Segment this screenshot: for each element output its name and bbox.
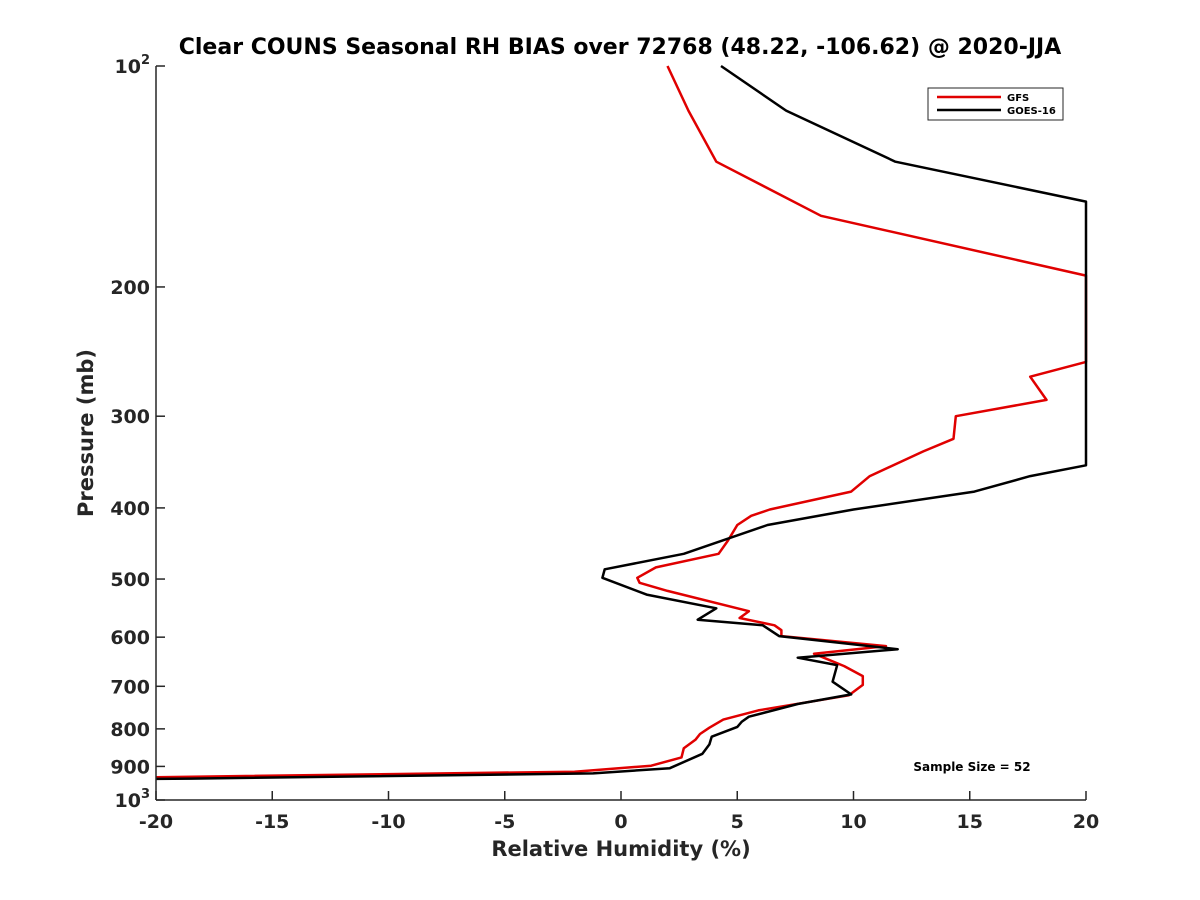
x-tick-label: -15 [255, 811, 289, 833]
y-axis-label: Pressure (mb) [74, 349, 98, 517]
series-line-gfs [155, 65, 1088, 779]
legend-box [927, 87, 1064, 121]
legend: GFS GOES-16 [927, 87, 1064, 121]
x-tick-label: 5 [731, 811, 744, 833]
x-ticks: -20 -15 -10 -5 0 5 10 15 20 [139, 791, 1099, 833]
y-tick-label: 900 [110, 756, 150, 778]
sample-size-annotation: Sample Size = 52 [913, 760, 1030, 774]
y-tick-label: 300 [110, 406, 150, 428]
x-tick-label: 20 [1073, 811, 1099, 833]
x-tick-label: 15 [957, 811, 983, 833]
y-tick-label: 700 [110, 676, 150, 698]
y-tick-label: 200 [110, 277, 150, 299]
y-ticks: 102 200 300 400 500 600 700 800 900 103 [110, 53, 165, 812]
series-layer [155, 64, 1088, 781]
y-tick-label: 400 [110, 498, 150, 520]
series-line-goes-16 [155, 64, 1088, 781]
y-tick-label: 103 [115, 787, 151, 812]
y-tick-label: 102 [115, 53, 151, 78]
y-tick-label: 800 [110, 719, 150, 741]
x-tick-label: 10 [840, 811, 866, 833]
y-tick-label: 600 [110, 627, 150, 649]
x-tick-label: 0 [614, 811, 627, 833]
x-tick-label: -10 [371, 811, 405, 833]
x-axis-label: Relative Humidity (%) [491, 837, 750, 861]
chart-title: Clear COUNS Seasonal RH BIAS over 72768 … [179, 35, 1062, 60]
x-tick-label: -20 [139, 811, 173, 833]
legend-label-gfs: GFS [1007, 93, 1029, 104]
legend-label-goes16: GOES-16 [1007, 106, 1056, 117]
y-tick-label: 500 [110, 569, 150, 591]
x-tick-label: -5 [494, 811, 515, 833]
